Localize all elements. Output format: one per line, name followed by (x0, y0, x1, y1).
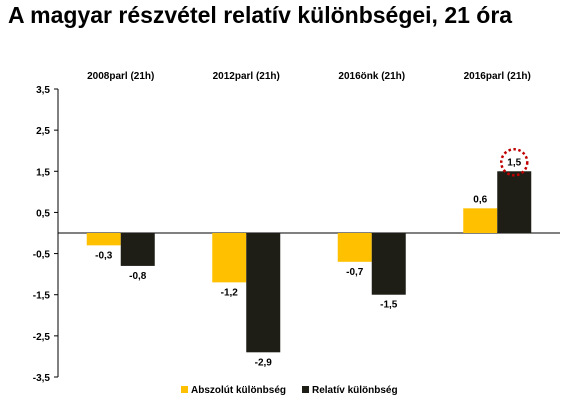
data-label: 1,5 (507, 157, 521, 168)
bar-relativ (246, 233, 281, 353)
category-label: 2016parl (21h) (464, 71, 531, 82)
legend-label: Abszolút különbség (191, 385, 286, 396)
data-label: -0,3 (95, 250, 113, 261)
bar-abszolut (212, 233, 247, 283)
data-label: 0,6 (473, 194, 487, 205)
highlight-circle (500, 148, 529, 177)
y-tick-label: 2,5 (36, 126, 50, 137)
legend-swatch (181, 386, 188, 393)
category-label: 2016önk (21h) (338, 71, 405, 82)
y-tick-label: -3,5 (33, 373, 51, 384)
bar-relativ (120, 233, 155, 266)
data-label: -1,2 (221, 287, 239, 298)
bar-abszolut (86, 233, 121, 246)
y-tick-label: -0,5 (33, 250, 51, 261)
category-label: 2008parl (21h) (87, 71, 154, 82)
data-label: -0,8 (129, 271, 147, 282)
data-label: -1,5 (380, 300, 398, 311)
category-label: 2012parl (21h) (213, 71, 280, 82)
bars (86, 171, 532, 353)
page-title: A magyar részvétel relatív különbségei, … (8, 2, 513, 28)
legend-label: Relatív különbség (312, 385, 398, 396)
legend: Abszolút különbség Relatív különbség (181, 385, 398, 396)
bar-abszolut (337, 233, 372, 262)
y-tick-label: 1,5 (36, 167, 50, 178)
y-tick-label: 0,5 (36, 208, 50, 219)
y-tick-label: 3,5 (36, 85, 50, 96)
y-tick-label: -1,5 (33, 291, 51, 302)
data-label: -2,9 (255, 357, 273, 368)
legend-swatch (302, 386, 309, 393)
y-tick-label: -2,5 (33, 332, 51, 343)
labels: 2008parl (21h) 2012parl (21h) 2016önk (21h… (87, 71, 531, 368)
bar-relativ (497, 171, 532, 233)
bar-relativ (371, 233, 406, 295)
bar-abszolut (463, 208, 498, 233)
data-label: -0,7 (346, 267, 364, 278)
